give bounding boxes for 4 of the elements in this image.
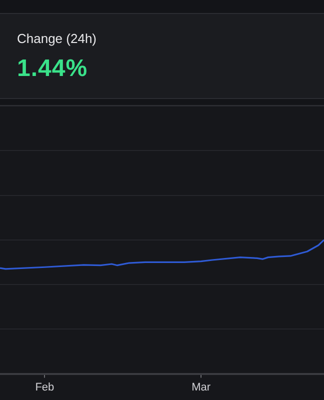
- x-tick-label: Feb: [35, 381, 54, 394]
- x-tick-label: Mar: [192, 381, 211, 394]
- text: 1.44%: [17, 55, 88, 83]
- text: Change (24h): [17, 31, 96, 46]
